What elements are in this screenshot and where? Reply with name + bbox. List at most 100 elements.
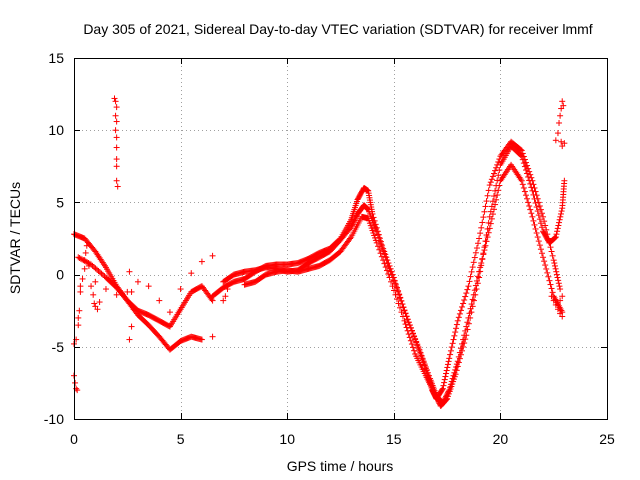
data-point <box>412 335 419 342</box>
data-point <box>533 230 540 237</box>
y-tick-label: 15 <box>48 50 64 66</box>
data-point <box>399 313 406 320</box>
data-point <box>453 325 460 332</box>
data-point <box>518 153 525 160</box>
data-point <box>551 260 558 267</box>
data-point <box>492 167 499 174</box>
data-point <box>553 231 560 238</box>
data-point <box>439 386 446 393</box>
data-point <box>393 296 400 303</box>
data-points <box>71 95 568 410</box>
data-point <box>473 245 480 252</box>
data-point <box>526 177 533 184</box>
data-point <box>475 240 482 247</box>
data-point <box>553 271 560 278</box>
data-point <box>543 226 550 233</box>
data-point <box>411 347 418 354</box>
data-point <box>535 212 542 219</box>
data-point <box>379 244 386 251</box>
data-point <box>517 146 524 153</box>
data-point <box>495 172 502 179</box>
data-point <box>98 270 105 277</box>
data-point <box>473 286 480 293</box>
data-point <box>468 309 475 316</box>
data-point <box>555 280 562 287</box>
data-point <box>535 238 542 245</box>
data-point <box>72 379 79 386</box>
data-point <box>536 203 543 210</box>
data-point <box>463 290 470 297</box>
data-point <box>404 327 411 334</box>
y-tick-label: -5 <box>52 339 65 355</box>
data-point <box>540 254 547 261</box>
data-point <box>454 317 461 324</box>
data-point <box>435 399 442 406</box>
data-point <box>541 258 548 265</box>
data-point <box>480 250 487 257</box>
data-point <box>463 323 470 330</box>
data-point <box>535 199 542 206</box>
data-point <box>519 181 526 188</box>
data-point <box>455 314 462 321</box>
data-point <box>374 231 381 238</box>
data-point <box>522 167 529 174</box>
data-point <box>85 262 92 269</box>
data-point <box>79 256 86 263</box>
data-point <box>209 252 216 259</box>
data-point <box>520 184 527 191</box>
data-point <box>460 300 467 307</box>
data-point <box>113 144 120 151</box>
data-point <box>407 337 414 344</box>
data-point <box>459 347 466 354</box>
data-point <box>377 250 384 257</box>
data-point <box>524 170 531 177</box>
data-point <box>472 249 479 256</box>
data-point <box>418 352 425 359</box>
data-point <box>443 396 450 403</box>
data-point <box>444 364 451 371</box>
data-point <box>556 283 563 290</box>
data-point <box>467 314 474 321</box>
data-point <box>544 269 551 276</box>
data-point <box>537 220 544 227</box>
data-point <box>536 216 543 223</box>
data-point <box>537 246 544 253</box>
data-point <box>531 195 538 202</box>
data-point <box>550 297 557 304</box>
y-tick-label: -10 <box>44 411 64 427</box>
data-point <box>440 382 447 389</box>
data-point <box>475 273 482 280</box>
data-point <box>406 321 413 328</box>
y-axis-label: SDTVAR / TECUs <box>7 182 23 294</box>
data-point <box>484 192 491 199</box>
data-point <box>380 247 387 254</box>
data-point <box>477 268 484 275</box>
data-point <box>461 297 468 304</box>
data-point <box>481 244 488 251</box>
data-point <box>445 358 452 365</box>
data-point <box>442 397 449 404</box>
data-point <box>448 344 455 351</box>
data-point <box>541 218 548 225</box>
data-point <box>113 104 120 111</box>
data-point <box>488 203 495 210</box>
data-point <box>517 152 524 159</box>
data-point <box>75 322 82 329</box>
data-point <box>470 297 477 304</box>
data-point <box>492 187 499 194</box>
data-point <box>492 201 499 208</box>
data-point <box>373 239 380 246</box>
data-point <box>464 326 471 333</box>
data-point <box>385 271 392 278</box>
data-point <box>444 361 451 368</box>
data-point <box>419 355 426 362</box>
data-point <box>491 193 498 200</box>
data-point <box>449 340 456 347</box>
data-point <box>389 283 396 290</box>
data-point <box>481 208 488 215</box>
data-point <box>386 274 393 281</box>
data-point <box>532 188 539 195</box>
data-point <box>554 130 561 137</box>
data-point <box>399 301 406 308</box>
data-point <box>552 234 559 241</box>
